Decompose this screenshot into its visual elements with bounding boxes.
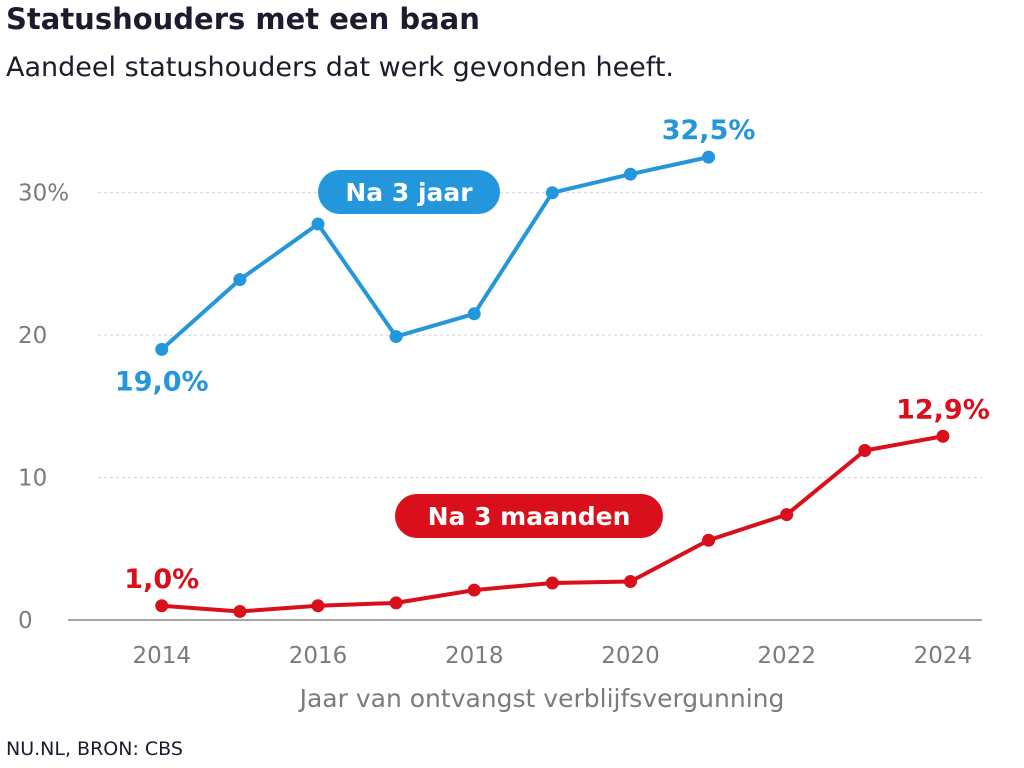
series-line [159,155,711,352]
source-credit: NU.NL, BRON: CBS [6,738,183,760]
x-tick-label: 2018 [445,643,504,669]
page-subtitle: Aandeel statushouders dat werk gevonden … [6,52,674,83]
y-axis-ticks: 0 10 20 30% [18,181,69,634]
data-point [702,533,716,547]
data-point [389,596,403,610]
grid-layer [98,192,982,479]
data-point [467,583,481,597]
y-tick-label: 0 [18,608,33,634]
data-point [233,604,247,618]
data-point [155,599,169,613]
data-label: 12,9% [896,394,990,425]
x-tick-label: 2020 [601,643,660,669]
data-point [311,599,325,613]
series-name-na-3-maanden: Na 3 maanden [428,502,631,531]
x-tick-label: 2024 [914,643,973,669]
data-label: 19,0% [115,366,209,397]
data-point [467,307,481,321]
data-point [780,508,794,522]
data-point [545,186,559,200]
data-point [155,342,169,356]
data-point [702,150,716,164]
series-0 [155,150,716,356]
data-label: 32,5% [662,115,756,146]
series-legend-pill-na-3-jaar: Na 3 jaar [318,170,500,214]
x-axis-ticks: 2014 2016 2018 2020 2022 2024 [132,643,972,669]
series-layer [155,150,950,618]
data-point [936,429,950,443]
data-labels: 19,0% 32,5% 1,0% 12,9% [115,115,990,595]
pill-background [318,170,500,214]
y-tick-label: 30% [18,181,69,207]
x-tick-label: 2014 [132,643,191,669]
data-point [233,273,247,287]
data-point [858,444,872,458]
data-label: 1,0% [124,564,199,595]
y-tick-label: 10 [18,466,47,492]
pill-background [395,494,663,538]
series-legend-pill-na-3-maanden: Na 3 maanden [395,494,663,538]
data-point [623,167,637,181]
page-title: Statushouders met een baan [6,2,480,36]
data-point [389,330,403,344]
data-point [623,575,637,589]
x-tick-label: 2016 [289,643,348,669]
data-point [311,217,325,231]
series-name-na-3-jaar: Na 3 jaar [345,178,473,207]
y-tick-label: 20 [18,323,47,349]
x-tick-label: 2022 [757,643,816,669]
x-axis-label: Jaar van ontvangst verblijfsvergunning [298,684,785,713]
series-1 [155,429,950,618]
data-point [545,576,559,590]
